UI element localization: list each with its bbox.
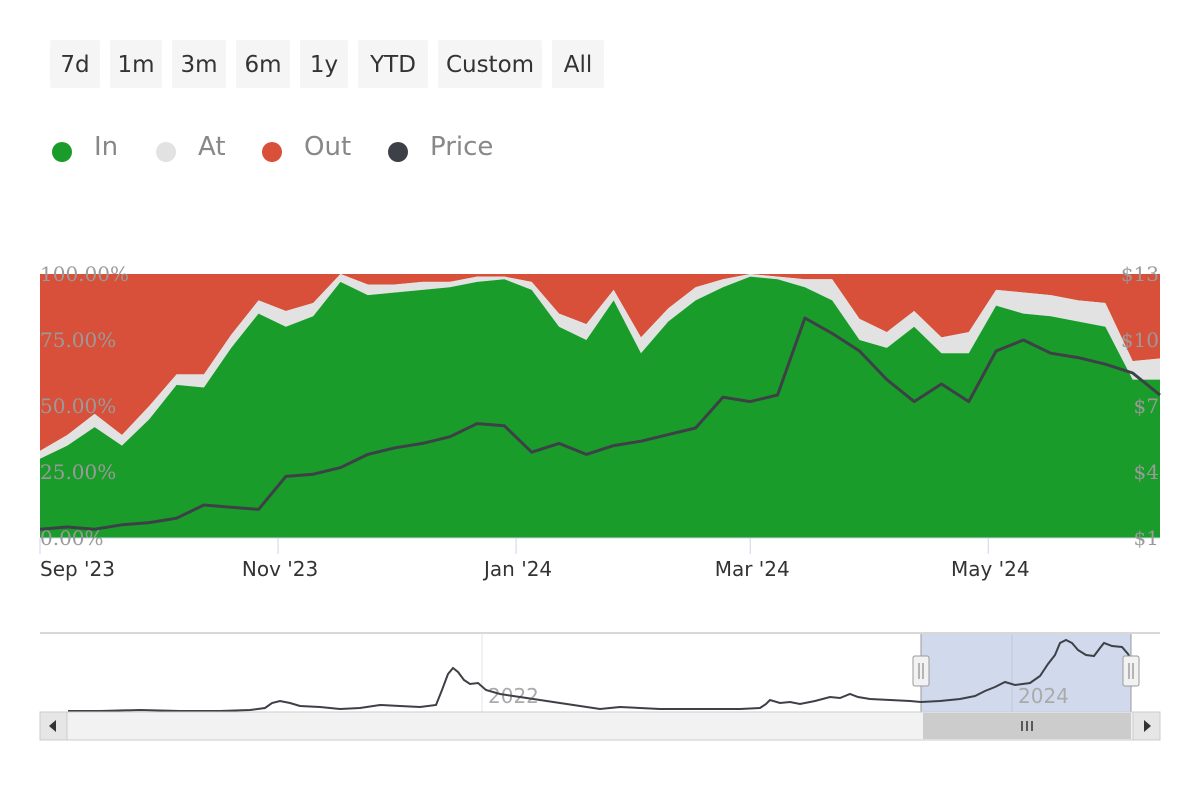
x-tick-label: May '24 [951, 557, 1030, 581]
series-line-price [39, 316, 1161, 531]
legend-item-price[interactable]: Price [388, 128, 508, 172]
range-button-1m[interactable]: 1m [110, 40, 162, 88]
legend-item-in[interactable]: In [52, 128, 132, 172]
legend-label-price: Price [430, 132, 494, 162]
navigator-label: 2024 [1018, 684, 1069, 708]
legend-dot-icon [262, 142, 282, 162]
x-axis: Sep '23 Nov '23 Jan '24 Mar '24 May '24 [39, 538, 1030, 581]
plot-area [39, 274, 1161, 539]
scrollbar[interactable] [39, 711, 1161, 741]
legend-label-at: At [198, 132, 226, 162]
legend-label-out: Out [304, 132, 352, 162]
navigator-handle-right[interactable] [1122, 655, 1140, 687]
x-tick-label: Nov '23 [242, 557, 318, 581]
range-button-all[interactable]: All [552, 40, 604, 88]
y-tick-label-right: $1 [1134, 526, 1159, 550]
range-button-ytd[interactable]: YTD [358, 40, 428, 88]
legend-dot-icon [388, 142, 408, 162]
range-button-3m[interactable]: 3m [172, 40, 226, 88]
y-tick-label-left: 100.00% [40, 262, 129, 286]
y-axis-left: 0.00% 25.00% 50.00% 75.00% 100.00% [40, 262, 129, 550]
legend-item-out[interactable]: Out [262, 128, 362, 172]
range-button-1y[interactable]: 1y [300, 40, 348, 88]
navigator-handle-left[interactable] [912, 655, 930, 687]
legend-item-at[interactable]: At [156, 128, 236, 172]
series-area-out [40, 274, 1160, 451]
range-button-7d[interactable]: 7d [50, 40, 100, 88]
y-axis-right: $1 $4 $7 $10 $13 [1121, 262, 1159, 550]
range-button-6m[interactable]: 6m [236, 40, 290, 88]
legend-dot-icon [156, 142, 176, 162]
x-tick-label: Jan '24 [482, 557, 552, 581]
navigator[interactable]: 2022 2024 [40, 632, 1160, 712]
y-tick-label-right: $4 [1134, 460, 1159, 484]
legend-dot-icon [52, 142, 72, 162]
y-tick-label-right: $10 [1121, 328, 1159, 352]
y-tick-label-left: 25.00% [40, 460, 116, 484]
x-tick-label: Sep '23 [40, 557, 115, 581]
y-tick-label-left: 50.00% [40, 394, 116, 418]
arrow-right-icon [1144, 720, 1151, 732]
range-button-custom[interactable]: Custom [438, 40, 542, 88]
navigator-series-line [68, 638, 1132, 712]
y-tick-label-right: $13 [1121, 262, 1159, 286]
arrow-left-icon [49, 720, 56, 732]
series-area-at [40, 274, 1160, 459]
y-tick-label-left: 75.00% [40, 328, 116, 352]
legend-label-in: In [94, 132, 119, 162]
y-tick-label-right: $7 [1134, 394, 1159, 418]
y-tick-label-left: 0.00% [40, 526, 104, 550]
x-tick-label: Mar '24 [715, 557, 790, 581]
